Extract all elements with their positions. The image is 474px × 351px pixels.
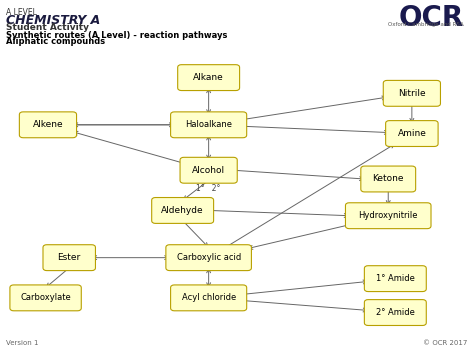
Text: Alkane: Alkane: [193, 73, 224, 82]
Text: Haloalkane: Haloalkane: [185, 120, 232, 129]
FancyBboxPatch shape: [171, 285, 246, 311]
FancyBboxPatch shape: [180, 157, 237, 183]
FancyBboxPatch shape: [361, 166, 416, 192]
FancyBboxPatch shape: [178, 65, 239, 91]
FancyBboxPatch shape: [346, 203, 431, 229]
Text: Acyl chloride: Acyl chloride: [182, 293, 236, 302]
Text: 1°   2°: 1° 2°: [196, 184, 221, 193]
Text: Hydroxynitrile: Hydroxynitrile: [358, 211, 418, 220]
Text: Student Activity: Student Activity: [6, 24, 90, 32]
FancyBboxPatch shape: [386, 121, 438, 146]
Text: Alkene: Alkene: [33, 120, 63, 129]
Text: OCR: OCR: [399, 4, 464, 32]
Text: Ketone: Ketone: [373, 174, 404, 184]
Text: 1° Amide: 1° Amide: [376, 274, 415, 283]
FancyBboxPatch shape: [152, 198, 214, 223]
Text: Aldehyde: Aldehyde: [161, 206, 204, 215]
Text: Amine: Amine: [397, 129, 426, 138]
Text: Aliphatic compounds: Aliphatic compounds: [6, 37, 106, 46]
Text: Ester: Ester: [58, 253, 81, 262]
Text: 2° Amide: 2° Amide: [376, 308, 415, 317]
FancyBboxPatch shape: [171, 112, 246, 138]
Text: Carboxylic acid: Carboxylic acid: [176, 253, 241, 262]
Text: Version 1: Version 1: [6, 340, 39, 346]
FancyBboxPatch shape: [383, 80, 440, 106]
Text: Oxford Cambridge and RSA: Oxford Cambridge and RSA: [388, 22, 464, 27]
Text: CHEMISTRY A: CHEMISTRY A: [6, 14, 100, 27]
Text: Alcohol: Alcohol: [192, 166, 225, 175]
Text: Synthetic routes (A Level) - reaction pathways: Synthetic routes (A Level) - reaction pa…: [6, 32, 228, 40]
FancyBboxPatch shape: [43, 245, 95, 271]
FancyBboxPatch shape: [10, 285, 81, 311]
FancyBboxPatch shape: [365, 300, 426, 325]
Text: Carboxylate: Carboxylate: [20, 293, 71, 302]
FancyBboxPatch shape: [365, 266, 426, 292]
Text: © OCR 2017: © OCR 2017: [423, 340, 468, 346]
Text: Nitrile: Nitrile: [398, 89, 426, 98]
Text: A LEVEL: A LEVEL: [6, 8, 37, 17]
FancyBboxPatch shape: [166, 245, 251, 271]
FancyBboxPatch shape: [19, 112, 76, 138]
